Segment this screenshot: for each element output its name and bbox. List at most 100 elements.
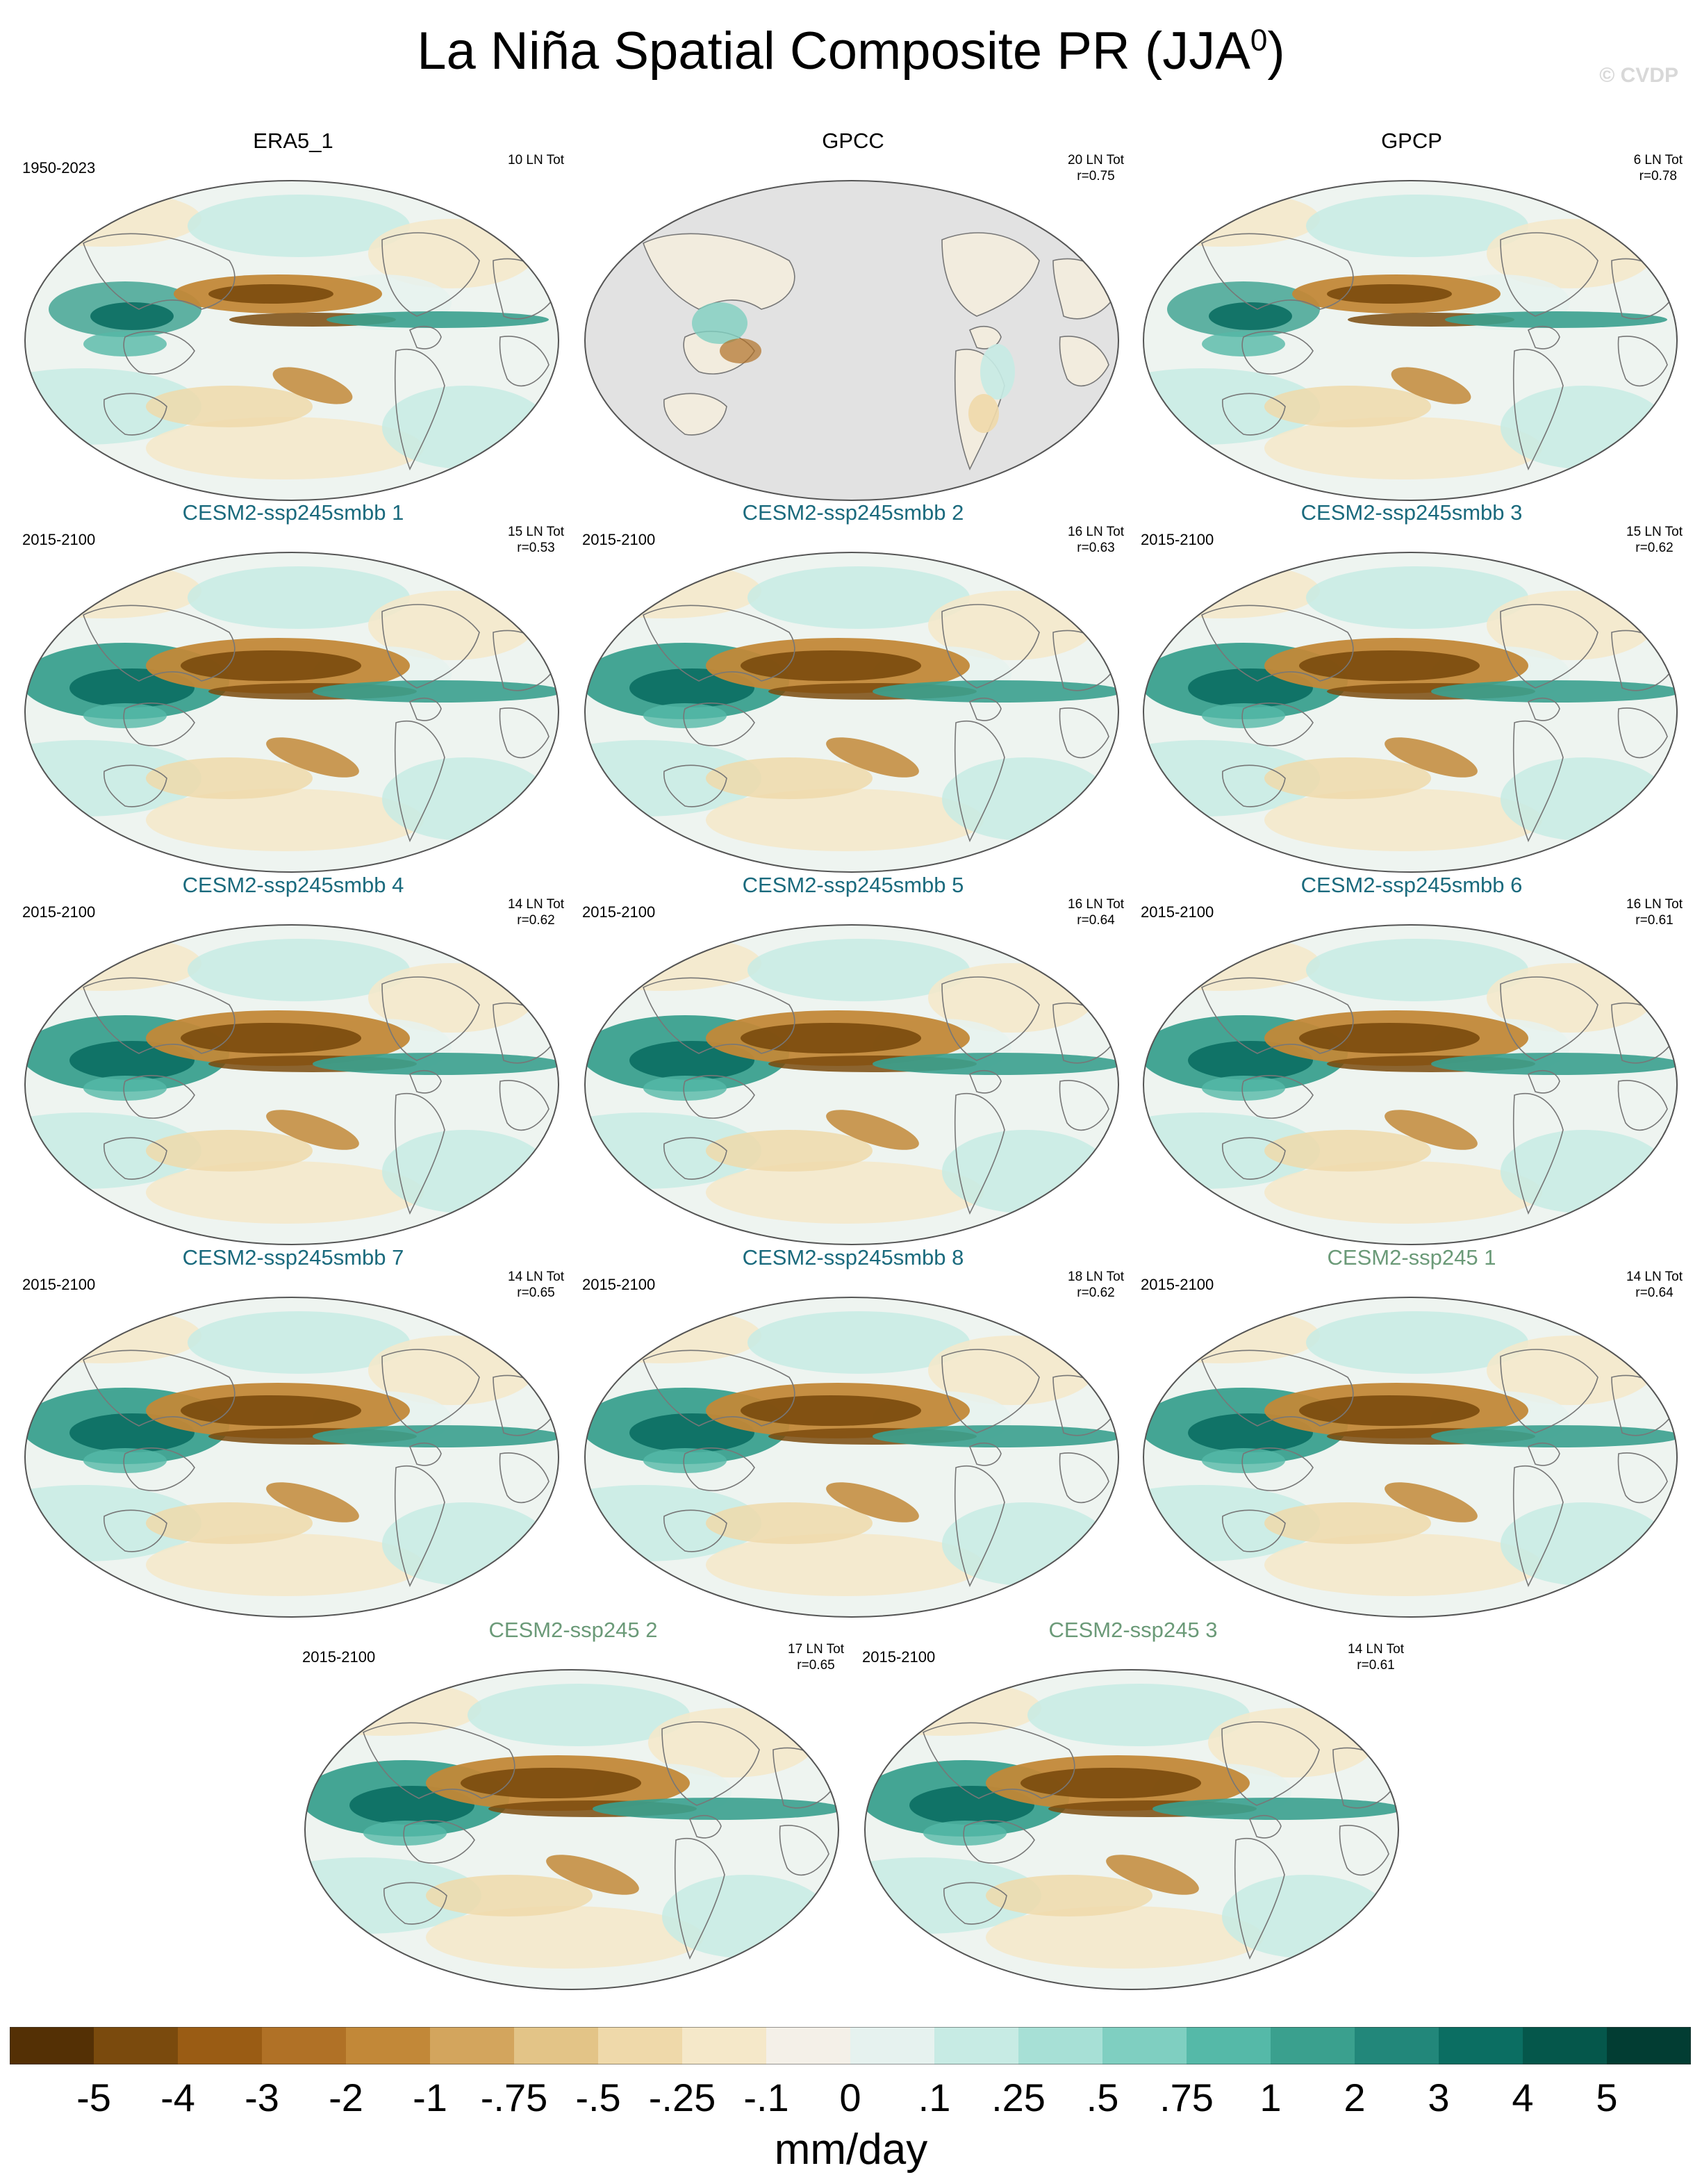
colorbar-swatch [346, 2027, 431, 2064]
panel-stats: 20 LN Tot r=0.75 [1068, 152, 1124, 184]
global-precip-map [584, 552, 1119, 873]
panel-period: 2015-2100 [22, 903, 96, 921]
panel-title: CESM2-ssp245 1 [1327, 1245, 1496, 1270]
event-count: 6 LN Tot [1633, 153, 1683, 167]
map-panel: GPCP 6 LN Tot r=0.78 [1134, 129, 1689, 504]
global-precip-map [304, 1669, 839, 1990]
global-precip-map [1143, 180, 1678, 501]
pattern-correlation: r=0.61 [1635, 913, 1674, 928]
pattern-correlation: r=0.65 [797, 1658, 835, 1673]
map-panel: CESM2-ssp245smbb 8 2015-2100 18 LN Tot r=0.… [575, 1245, 1131, 1620]
pattern-correlation: r=0.53 [517, 541, 555, 555]
colorbar-tick-label: .5 [1086, 2076, 1119, 2119]
panel-stats: 15 LN Tot r=0.53 [508, 524, 564, 556]
panel-period: 2015-2100 [862, 1648, 936, 1666]
panel-period: 2015-2100 [582, 903, 656, 921]
pattern-correlation: r=0.65 [517, 1286, 555, 1300]
colorbar-tick-label: .75 [1159, 2076, 1214, 2119]
colorbar-swatch [1607, 2027, 1691, 2064]
global-precip-map [1143, 924, 1678, 1245]
panel-title: CESM2-ssp245smbb 8 [742, 1245, 964, 1270]
colorbar-swatch [1018, 2027, 1103, 2064]
panel-period: 2015-2100 [302, 1648, 376, 1666]
map-panel: CESM2-ssp245smbb 5 2015-2100 16 LN Tot r=0.… [575, 873, 1131, 1248]
map-panel: CESM2-ssp245smbb 3 2015-2100 15 LN Tot r=0.… [1134, 500, 1689, 876]
panel-title: ERA5_1 [253, 129, 333, 153]
global-precip-map [24, 924, 559, 1245]
event-count: 15 LN Tot [1626, 525, 1683, 539]
panel-stats: 16 LN Tot r=0.61 [1626, 896, 1683, 928]
colorbar-swatch [10, 2027, 94, 2064]
watermark: © CVDP [1599, 64, 1678, 87]
pattern-correlation: r=0.78 [1639, 169, 1677, 183]
colorbar-swatch [766, 2027, 851, 2064]
colorbar-tick-label: -.75 [480, 2076, 548, 2119]
colorbar-swatch [430, 2027, 515, 2064]
map-panel: CESM2-ssp245 3 2015-2100 14 LN Tot r=0.61 [855, 1618, 1411, 1993]
panel-stats: 16 LN Tot r=0.63 [1068, 524, 1124, 556]
figure-title: La Niña Spatial Composite PR (JJA0) [417, 22, 1285, 81]
panel-period: 2015-2100 [582, 531, 656, 548]
global-precip-map [24, 552, 559, 873]
map-panel: CESM2-ssp245 1 2015-2100 14 LN Tot r=0.64 [1134, 1245, 1689, 1620]
colorbar-swatch [94, 2027, 179, 2064]
panel-stats: 14 LN Tot r=0.65 [508, 1269, 564, 1301]
global-precip-map [584, 924, 1119, 1245]
pattern-correlation: r=0.62 [1077, 1286, 1115, 1300]
pattern-correlation: r=0.64 [1077, 913, 1115, 928]
panel-period: 2015-2100 [1141, 531, 1214, 548]
map-panel: ERA5_1 1950-2023 10 LN Tot [15, 129, 571, 504]
event-count: 14 LN Tot [508, 897, 564, 912]
map-panel: CESM2-ssp245smbb 1 2015-2100 15 LN Tot r=0.… [15, 500, 571, 876]
map-panel: CESM2-ssp245smbb 7 2015-2100 14 LN Tot r=0.… [15, 1245, 571, 1620]
panel-title: CESM2-ssp245smbb 1 [182, 500, 404, 525]
global-precip-map [24, 1297, 559, 1618]
colorbar-swatch [1187, 2027, 1271, 2064]
panel-stats: 18 LN Tot r=0.62 [1068, 1269, 1124, 1301]
panel-period: 1950-2023 [22, 159, 96, 176]
panel-stats: 15 LN Tot r=0.62 [1626, 524, 1683, 556]
colorbar-swatch [1523, 2027, 1608, 2064]
panel-title: CESM2-ssp245smbb 6 [1300, 873, 1523, 897]
panel-stats: 17 LN Tot r=0.65 [788, 1641, 844, 1673]
panel-stats: 10 LN Tot [508, 152, 564, 168]
pattern-correlation: r=0.62 [1635, 541, 1674, 555]
panel-title: CESM2-ssp245smbb 5 [742, 873, 964, 897]
colorbar-tick-label: -.1 [743, 2076, 789, 2119]
map-panel: CESM2-ssp245 2 2015-2100 17 LN Tot r=0.65 [295, 1618, 851, 1993]
map-panel: CESM2-ssp245smbb 4 2015-2100 14 LN Tot r=0.… [15, 873, 571, 1248]
panel-period: 2015-2100 [1141, 1276, 1214, 1293]
panel-stats: 14 LN Tot r=0.64 [1626, 1269, 1683, 1301]
event-count: 14 LN Tot [1348, 1642, 1404, 1657]
global-precip-map [584, 1297, 1119, 1618]
panel-title: CESM2-ssp245smbb 4 [182, 873, 404, 897]
colorbar-tick-label: -1 [413, 2076, 447, 2119]
panel-title: GPCC [822, 129, 884, 153]
event-count: 20 LN Tot [1068, 153, 1124, 167]
colorbar-tick-label: -4 [160, 2076, 195, 2119]
pattern-correlation: r=0.62 [517, 913, 555, 928]
colorbar-swatch [1102, 2027, 1187, 2064]
colorbar-tick-label: -5 [76, 2076, 111, 2119]
panel-period: 2015-2100 [582, 1276, 656, 1293]
panel-period: 2015-2100 [22, 531, 96, 548]
map-panel: CESM2-ssp245smbb 6 2015-2100 16 LN Tot r=0.… [1134, 873, 1689, 1248]
global-precip-map [864, 1669, 1399, 1990]
map-panel: CESM2-ssp245smbb 2 2015-2100 16 LN Tot r=0.… [575, 500, 1131, 876]
global-precip-map [1143, 1297, 1678, 1618]
pattern-correlation: r=0.64 [1635, 1286, 1674, 1300]
global-precip-map [24, 180, 559, 501]
colorbar-tick-label: 0 [839, 2076, 861, 2119]
colorbar-units: mm/day [774, 2126, 928, 2174]
pattern-correlation: r=0.61 [1357, 1658, 1395, 1673]
colorbar-swatch [1439, 2027, 1523, 2064]
event-count: 18 LN Tot [1068, 1270, 1124, 1284]
panel-title: CESM2-ssp245 2 [488, 1618, 658, 1642]
colorbar-tick-label: 1 [1259, 2076, 1282, 2119]
event-count: 15 LN Tot [508, 525, 564, 539]
panel-title: CESM2-ssp245smbb 2 [742, 500, 964, 525]
colorbar-tick-label: -2 [329, 2076, 363, 2119]
global-precip-map [584, 180, 1119, 501]
event-count: 16 LN Tot [1068, 897, 1124, 912]
map-panel: GPCC 20 LN Tot r=0.75 [575, 129, 1131, 504]
